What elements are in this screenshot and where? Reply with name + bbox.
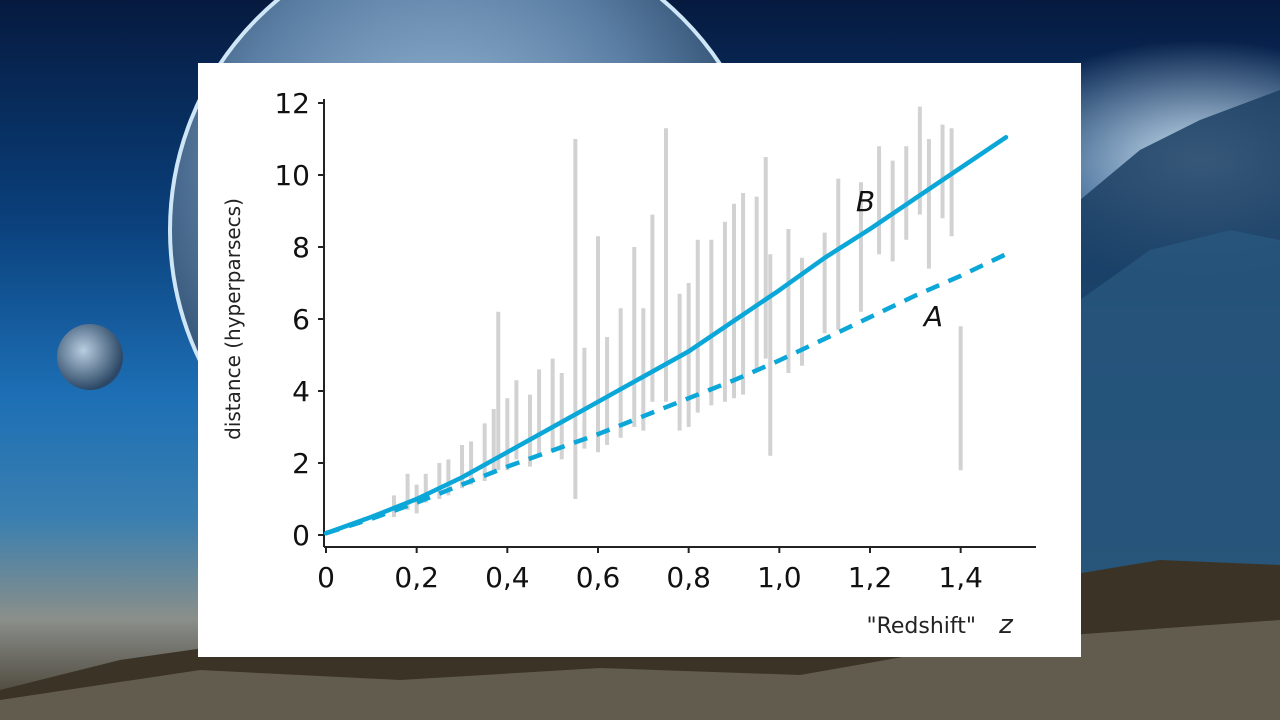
chart-svg: 0 2 4 6 8 10 12 0 0,2 0,4 0,6 0,8 1,0 1,2 1,4 distance … — [221, 87, 1036, 640]
y-tick-label: 10 — [274, 159, 310, 192]
x-tick-label: 1,2 — [848, 561, 893, 594]
x-tick-label: 0,8 — [666, 561, 711, 594]
planet-small — [57, 324, 123, 390]
x-tick-label: 0,6 — [576, 561, 621, 594]
series-label-b: B — [856, 185, 875, 218]
y-tick-label: 0 — [292, 519, 310, 552]
mountains-bottom-haze — [0, 620, 1280, 720]
x-tick-label: 0,4 — [485, 561, 530, 594]
series-line-b — [323, 134, 1009, 536]
x-tick-label: 0,2 — [394, 561, 439, 594]
y-tick-label: 2 — [292, 447, 310, 480]
y-tick-label: 12 — [274, 87, 310, 120]
y-axis-label: distance (hyperparsecs) — [221, 198, 245, 440]
chart-panel: 0 2 4 6 8 10 12 0 0,2 0,4 0,6 0,8 1,0 1,2 1,4 distance … — [198, 63, 1081, 657]
x-tick-label: 0 — [317, 561, 335, 594]
series-line-a — [325, 252, 1007, 536]
x-axis-label: "Redshift" — [866, 614, 976, 639]
series-label-a: A — [922, 300, 943, 333]
x-tick-label: 1,0 — [757, 561, 802, 594]
y-tick-label: 6 — [292, 303, 310, 336]
y-tick-label: 4 — [292, 375, 310, 408]
x-tick-label: 1,4 — [938, 561, 983, 594]
y-tick-label: 8 — [292, 231, 310, 264]
x-axis-symbol: z — [998, 610, 1014, 640]
